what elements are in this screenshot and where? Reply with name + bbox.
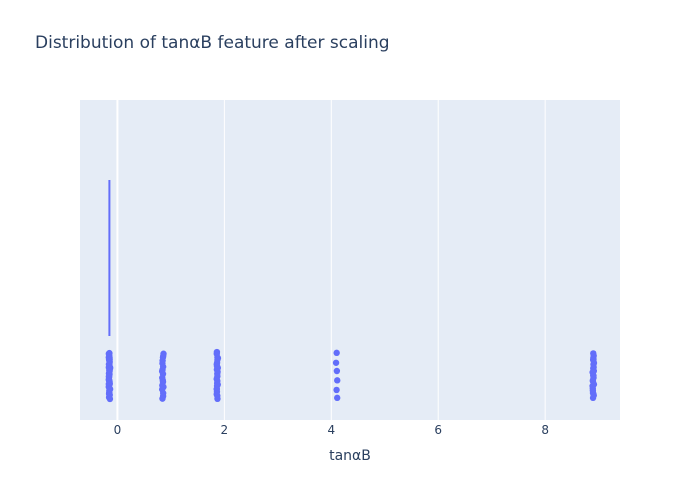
x-tick-label-2: 4 xyxy=(327,423,335,437)
mark-layer xyxy=(105,180,598,403)
data-point-0-37 xyxy=(106,395,114,403)
x-tick-label-4: 8 xyxy=(541,423,549,437)
x-tick-label-1: 2 xyxy=(221,423,229,437)
x-tick-label-0: 0 xyxy=(114,423,122,437)
data-point-3-3 xyxy=(334,377,341,384)
grid-layer xyxy=(116,100,546,420)
x-tick-labels: 0 2 4 6 8 xyxy=(114,423,549,437)
chart-title: Distribution of tanαB feature after scal… xyxy=(35,33,390,53)
data-point-3-0 xyxy=(333,349,340,357)
data-point-1-17 xyxy=(159,395,166,402)
data-point-2-23 xyxy=(214,395,221,403)
x-tick-label-3: 6 xyxy=(434,423,442,437)
x-axis-title: tanαB xyxy=(329,448,371,464)
data-point-3-5 xyxy=(334,394,341,402)
data-point-3-2 xyxy=(333,367,341,375)
data-point-4-23 xyxy=(589,394,597,402)
data-point-3-4 xyxy=(333,386,340,394)
data-point-3-1 xyxy=(332,359,340,366)
plot-area xyxy=(80,100,620,420)
